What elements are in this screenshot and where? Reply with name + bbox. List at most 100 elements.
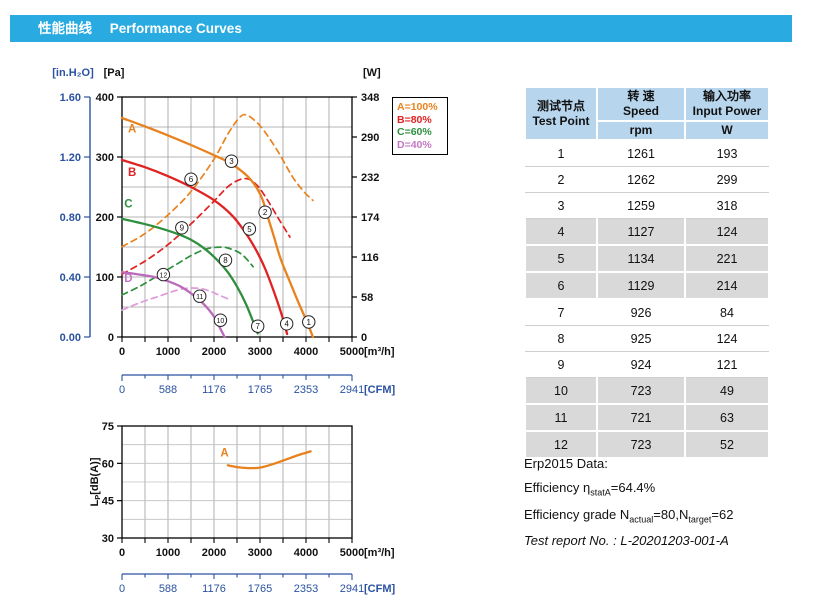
test-point-marker-11 — [193, 289, 207, 303]
table-row: 5 1134 221 — [524, 245, 770, 273]
cell-power-w: 52 — [684, 431, 770, 459]
cell-rpm: 1259 — [597, 192, 685, 219]
header-test-point-en: Test Point — [532, 113, 590, 128]
w-tick-label: 0 — [361, 332, 367, 344]
cell-test-point: 2 — [525, 166, 597, 193]
test-point-marker-4 — [279, 317, 294, 331]
table-row: 12 723 52 — [524, 431, 770, 459]
cell-power-w: 221 — [684, 245, 770, 273]
header-speed-zh: 转 速 — [627, 89, 655, 103]
inh2o-tick-label: 1.60 — [60, 92, 81, 104]
table-row: 3 1259 318 — [525, 192, 769, 219]
cell-rpm: 723 — [596, 431, 686, 459]
test-point-number-7: 7 — [255, 322, 260, 331]
cfm-axis-main: 0 588 1176 1765 2353 2941 [CFM] — [119, 374, 395, 396]
cell-test-point: 3 — [525, 192, 597, 219]
x-tick-label: 3000 — [248, 547, 272, 559]
w-tick-label: 232 — [361, 172, 379, 184]
erp-title: Erp2015 Data: — [524, 456, 608, 471]
header-input-power: 输入功率 Input Power — [684, 86, 770, 122]
cfm-tick-label: 2941 — [340, 384, 364, 396]
w-tick-label: 58 — [361, 292, 373, 304]
test-point-marker-7 — [251, 319, 265, 333]
cfm-tick-label: 1765 — [248, 384, 272, 396]
table-row: 11 721 63 — [524, 404, 770, 432]
cfm-tick-label: 1176 — [202, 583, 226, 595]
cell-power-w: 63 — [684, 404, 770, 432]
cell-rpm: 1129 — [596, 272, 686, 300]
cell-power-w: 121 — [685, 351, 769, 378]
curve-A-noise-dBA — [226, 450, 312, 470]
x-tick-label: 4000 — [294, 346, 318, 358]
pa-tick-label: 300 — [96, 152, 114, 164]
cell-power-w: 299 — [685, 166, 769, 193]
performance-chart: 4003002001000[Pa]1.601.200.800.400.00[in… — [52, 67, 395, 358]
cell-test-point: 6 — [524, 272, 598, 300]
table-row: 4 1127 124 — [524, 218, 770, 246]
chart-legend: A=100% B=80% C=60% D=40% — [392, 97, 448, 155]
cell-rpm: 926 — [597, 299, 685, 326]
page-title-en: Performance Curves — [109, 21, 242, 36]
test-point-number-9: 9 — [180, 224, 185, 233]
curve-B-power-W — [121, 177, 291, 276]
test-point-marker-3 — [224, 154, 239, 168]
w-tick-label: 174 — [361, 212, 380, 224]
erp-grade: Efficiency grade Nactual=80,Ntarget=62 — [524, 506, 734, 525]
inh2o-tick-label: 0.80 — [60, 212, 81, 224]
cell-rpm: 723 — [596, 377, 686, 405]
cfm-tick-label: 2353 — [294, 583, 318, 595]
test-point-number-8: 8 — [223, 256, 228, 265]
cell-power-w: 124 — [685, 325, 769, 352]
curve-B-pressure-Pa — [120, 158, 289, 336]
cell-rpm: 1134 — [596, 245, 686, 273]
curve-label-B: B — [128, 167, 136, 179]
noise-chart: 75 60 45 30 LP[dB(A)] 0 1000 2000 3000 4000 5000 [m… — [89, 421, 395, 559]
cell-test-point: 10 — [524, 377, 598, 405]
header-test-point-zh: 测试节点 — [536, 98, 585, 113]
table-row: 8 925 124 — [525, 325, 769, 352]
cfm-axis-unit: [CFM] — [364, 583, 395, 595]
cell-test-point: 5 — [524, 245, 598, 273]
cfm-tick-label: 0 — [119, 384, 125, 396]
pa-tick-label: 0 — [108, 332, 114, 344]
w-axis-unit: [W] — [363, 67, 381, 79]
test-point-number-6: 6 — [189, 175, 194, 184]
cell-test-point: 9 — [525, 351, 597, 378]
curve-C-pressure-Pa — [120, 217, 259, 335]
curve-label-C: C — [124, 198, 132, 210]
test-point-marker-5 — [242, 222, 257, 236]
cell-power-w: 84 — [685, 299, 769, 326]
x-axis-unit: [m³/h] — [364, 346, 395, 358]
pa-tick-label: 100 — [96, 272, 114, 284]
cfm-axis-noise: 0 588 1176 1765 2353 2941 [CFM] — [119, 573, 395, 595]
header-test-point: 测试节点 Test Point — [524, 86, 598, 141]
table-row: 7 926 84 — [525, 299, 769, 326]
curve-C-power-W — [121, 246, 254, 296]
x-tick-label: 1000 — [156, 346, 180, 358]
w-tick-label: 116 — [361, 252, 379, 264]
cell-power-w: 318 — [685, 192, 769, 219]
cell-rpm: 1127 — [596, 218, 686, 246]
header-speed-en: Speed — [622, 104, 659, 118]
cell-test-point: 8 — [525, 325, 597, 352]
db-tick-label: 30 — [102, 533, 114, 545]
test-point-table: 测试节点 Test Point 转 速 Speed 输入功率 Input Pow… — [524, 86, 770, 459]
test-point-marker-1 — [302, 315, 316, 329]
cfm-tick-label: 588 — [159, 384, 177, 396]
cfm-tick-label: 2941 — [340, 583, 364, 595]
header-input-power-en: Input Power — [692, 104, 762, 118]
inh2o-tick-label: 1.20 — [60, 152, 81, 164]
db-tick-label: 60 — [102, 458, 114, 470]
table-row: 10 723 49 — [524, 377, 770, 405]
w-tick-label: 348 — [361, 92, 379, 104]
cfm-tick-label: 2353 — [294, 384, 318, 396]
cfm-tick-label: 1765 — [248, 583, 272, 595]
test-point-number-10: 10 — [217, 318, 225, 325]
header-speed: 转 速 Speed — [596, 86, 686, 122]
inh2o-tick-label: 0.00 — [60, 332, 81, 344]
x-tick-label: 2000 — [202, 346, 226, 358]
pa-tick-label: 200 — [96, 212, 114, 224]
cell-test-point: 7 — [525, 299, 597, 326]
x-tick-label: 2000 — [202, 547, 226, 559]
test-point-marker-10 — [213, 313, 228, 327]
